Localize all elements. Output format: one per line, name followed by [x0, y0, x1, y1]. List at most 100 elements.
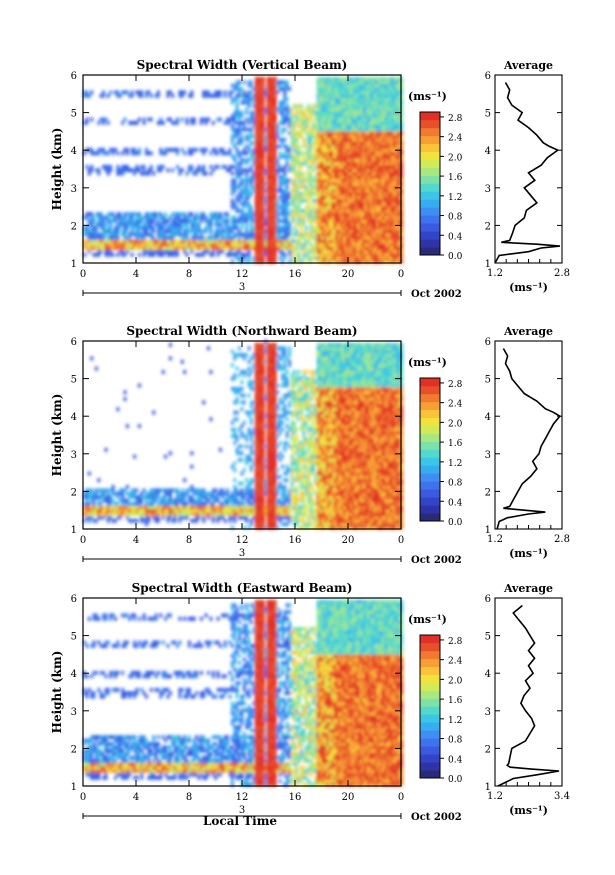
- heatmap-cell: [390, 127, 394, 132]
- heatmap-cell: [331, 242, 334, 247]
- heatmap-cell: [123, 498, 127, 503]
- heatmap-cell: [230, 501, 234, 506]
- heatmap-cell: [154, 498, 158, 503]
- heatmap-cell: [235, 151, 239, 156]
- heatmap-cell: [362, 158, 365, 163]
- heatmap-cell: [154, 215, 158, 220]
- heatmap-cell: [304, 229, 308, 234]
- heatmap-cell: [173, 232, 177, 237]
- heatmap-cell: [397, 198, 401, 203]
- heatmap-cell: [362, 235, 365, 240]
- heatmap-cell: [393, 181, 396, 186]
- heatmap-cell: [87, 491, 91, 496]
- heatmap-cell: [338, 127, 342, 132]
- heatmap-cell: [264, 242, 268, 247]
- heatmap-cell: [166, 488, 170, 493]
- heatmap-cell: [273, 178, 277, 183]
- heatmap-cell: [302, 259, 306, 264]
- heatmap-cell: [257, 181, 261, 186]
- heatmap-cell: [249, 114, 253, 119]
- heatmap-cell: [128, 239, 132, 244]
- heatmap-cell: [362, 191, 365, 196]
- heatmap-cell: [288, 178, 292, 183]
- heatmap-cell: [371, 212, 375, 217]
- heatmap-cell: [147, 212, 151, 217]
- heatmap-cell: [331, 212, 334, 217]
- heatmap-cell: [278, 185, 282, 190]
- heatmap-cell: [302, 185, 306, 190]
- heatmap-cell: [240, 508, 244, 513]
- heatmap-cell: [235, 501, 239, 506]
- heatmap-cell: [307, 117, 311, 122]
- heatmap-cell: [354, 225, 358, 230]
- heatmap-cell: [338, 87, 342, 91]
- heatmap-cell: [319, 208, 323, 213]
- heatmap-cell: [266, 219, 270, 223]
- heatmap-cell: [257, 232, 261, 237]
- heatmap-cell: [364, 107, 368, 112]
- heatmap-cell: [209, 93, 213, 98]
- heatmap-cell: [300, 219, 303, 223]
- heatmap-cell: [359, 168, 363, 173]
- heatmap-cell: [323, 100, 327, 105]
- heatmap-cell: [259, 90, 263, 95]
- heatmap-cell: [302, 249, 306, 254]
- heatmap-cell: [364, 83, 368, 88]
- heatmap-cell: [314, 151, 318, 156]
- heatmap-cell: [304, 252, 308, 257]
- heatmap-cell: [128, 168, 132, 173]
- heatmap-cell: [381, 195, 385, 200]
- heatmap-cell: [154, 505, 158, 510]
- heatmap-cell: [216, 117, 220, 122]
- heatmap-cell: [366, 134, 370, 139]
- heatmap-cell: [347, 154, 351, 159]
- heatmap-cell: [362, 222, 365, 227]
- heatmap-cell: [116, 515, 120, 520]
- heatmap-cell: [366, 185, 370, 190]
- heatmap-cell: [114, 491, 117, 496]
- heatmap-cell: [283, 202, 287, 207]
- heatmap-cell: [359, 185, 363, 190]
- heatmap-cell: [333, 141, 337, 146]
- heatmap-cell: [238, 198, 241, 203]
- heatmap-cell: [264, 222, 268, 227]
- heatmap-cell: [357, 114, 361, 119]
- heatmap-cell: [357, 151, 361, 156]
- heatmap-cell: [202, 147, 206, 152]
- heatmap-cell: [281, 208, 284, 213]
- heatmap-cell: [147, 232, 151, 237]
- heatmap-cell: [388, 134, 392, 139]
- heatmap-cell: [238, 110, 241, 115]
- heatmap-cell: [176, 120, 179, 125]
- heatmap-cell: [345, 185, 349, 190]
- heatmap-cell: [378, 195, 382, 200]
- heatmap-cell: [111, 252, 115, 257]
- heatmap-cell: [214, 488, 218, 493]
- heatmap-cell: [145, 522, 148, 527]
- heatmap-cell: [335, 246, 339, 251]
- heatmap-cell: [309, 141, 313, 146]
- heatmap-cell: [269, 212, 272, 217]
- heatmap-cell: [245, 235, 249, 240]
- heatmap-cell: [347, 97, 351, 102]
- heatmap-cell: [204, 215, 208, 220]
- heatmap-cell: [354, 175, 358, 179]
- heatmap-cell: [376, 232, 380, 237]
- heatmap-cell: [123, 488, 127, 493]
- heatmap-cell: [369, 198, 373, 203]
- heatmap-cell: [281, 127, 284, 132]
- heatmap-cell: [214, 229, 218, 234]
- heatmap-cell: [343, 259, 346, 264]
- heatmap-cell: [116, 93, 120, 98]
- heatmap-cell: [338, 222, 342, 227]
- heatmap-cell: [254, 158, 258, 163]
- heatmap-cell: [381, 154, 385, 159]
- heatmap-cell: [397, 114, 401, 119]
- heatmap-cell: [137, 501, 141, 506]
- heatmap-cell: [235, 107, 239, 112]
- heatmap-cell: [371, 202, 375, 207]
- heatmap-cell: [350, 141, 354, 146]
- heatmap-cell: [254, 151, 258, 156]
- heatmap-cell: [121, 498, 125, 503]
- heatmap-cell: [316, 249, 320, 254]
